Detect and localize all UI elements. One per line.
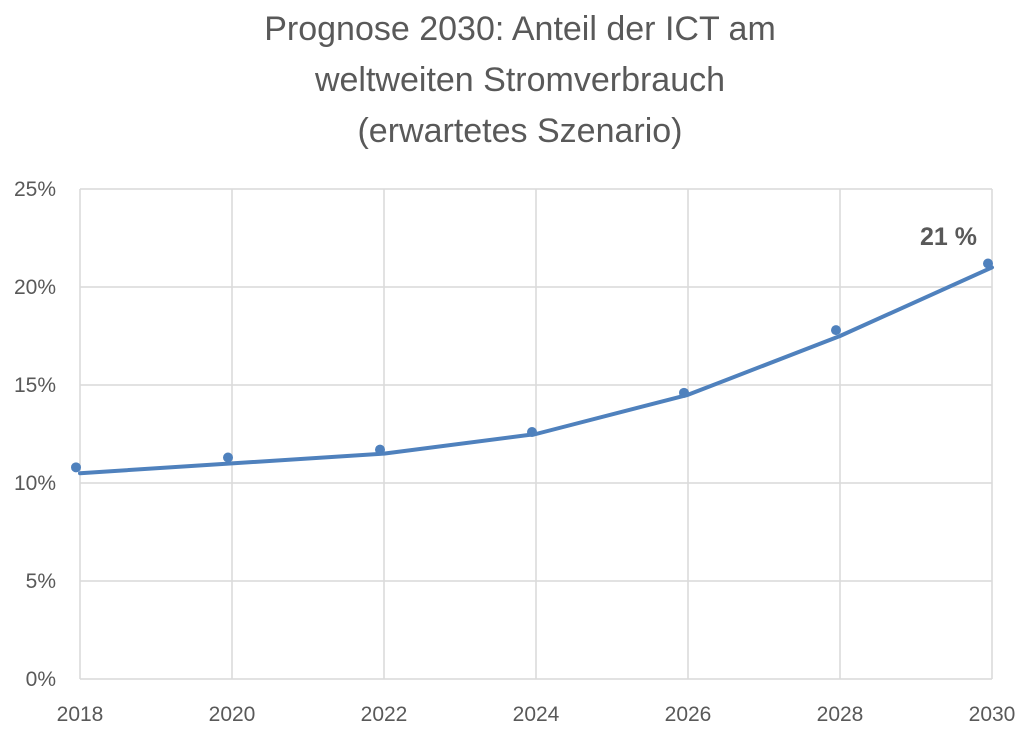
y-tick-label: 0% [26,668,56,691]
x-tick-label: 2028 [817,703,864,726]
data-point [375,444,385,455]
x-tick-label: 2020 [209,703,256,726]
x-tick-label: 2030 [969,703,1016,726]
x-tick-label: 2022 [361,703,408,726]
data-point [831,325,841,336]
series-layer [71,258,994,476]
chart-title-line-3: (erwartetes Szenario) [357,112,683,150]
data-point [679,387,689,398]
gridlines [79,188,993,680]
x-tick-label: 2024 [513,703,560,726]
chart-title-line-1: Prognose 2030: Anteil der ICT am [264,10,776,48]
data-point [983,258,993,269]
x-axis-tick-labels: 2018 2020 2022 2024 2026 2028 2030 [57,703,1016,726]
y-tick-label: 10% [14,472,56,495]
annotation-layer: 21 % [920,223,977,251]
y-axis-tick-labels: 0% 5% 10% 15% 20% 25% [14,178,56,691]
data-point [527,427,537,438]
data-label: 21 % [920,223,977,251]
y-tick-label: 20% [14,276,56,299]
chart-title: Prognose 2030: Anteil der ICT am weltwei… [0,4,1024,157]
data-point [71,462,81,473]
chart-title-line-2: weltweiten Stromverbrauch [314,61,726,99]
x-tick-label: 2026 [665,703,712,726]
x-tick-label: 2018 [57,703,104,726]
y-tick-label: 25% [14,178,56,201]
y-tick-label: 15% [14,374,56,397]
y-tick-label: 5% [26,570,56,593]
data-point [223,452,233,463]
